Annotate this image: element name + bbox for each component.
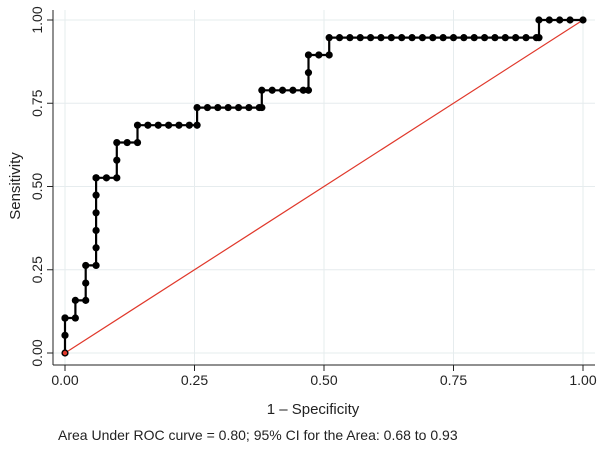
roc-point — [133, 138, 142, 147]
roc-point — [92, 191, 100, 199]
x-tick-label-1: 0.25 — [181, 372, 208, 388]
roc-point — [325, 51, 333, 59]
roc-point — [325, 34, 333, 42]
roc-point — [71, 296, 79, 304]
reference-diagonal — [64, 19, 584, 354]
grid-lines — [53, 10, 595, 365]
roc-point — [185, 121, 193, 129]
roc-point — [193, 121, 201, 129]
roc-point — [71, 314, 79, 322]
roc-point — [258, 86, 266, 94]
roc-point — [304, 51, 313, 59]
origin-marker — [62, 350, 68, 356]
roc-point — [315, 51, 323, 59]
roc-point — [566, 16, 574, 24]
roc-point — [268, 86, 276, 94]
roc-point — [165, 121, 173, 129]
roc-point — [175, 121, 183, 129]
roc-point — [133, 121, 142, 129]
roc-point — [224, 103, 232, 112]
x-tick-label-3: 0.75 — [440, 372, 467, 388]
roc-point — [429, 34, 437, 42]
y-tick-label-3: 0.75 — [29, 89, 45, 116]
roc-point — [82, 279, 90, 287]
roc-point — [512, 34, 520, 42]
roc-point — [470, 34, 478, 42]
reference-line — [64, 19, 584, 354]
y-axis-title: Sensitivity — [7, 152, 24, 220]
roc-point — [346, 34, 354, 42]
roc-point — [480, 34, 489, 42]
roc-point — [61, 314, 69, 322]
roc-points — [61, 16, 587, 357]
roc-point — [82, 261, 90, 270]
roc-point — [460, 34, 468, 42]
roc-point — [367, 34, 375, 42]
roc-point — [113, 174, 121, 182]
roc-point — [92, 174, 100, 182]
roc-point — [545, 16, 553, 24]
roc-point — [398, 34, 406, 42]
x-tick-label-0: 0.00 — [51, 372, 78, 388]
roc-point — [491, 34, 499, 42]
y-tick-label-2: 0.50 — [29, 173, 45, 200]
roc-point — [245, 103, 253, 112]
x-tick-label-4: 1.00 — [569, 372, 596, 388]
roc-point — [61, 331, 69, 339]
roc-point — [522, 34, 530, 42]
roc-point — [193, 103, 201, 112]
roc-point — [92, 226, 100, 235]
roc-point — [356, 34, 364, 42]
roc-point — [82, 296, 90, 304]
roc-point — [335, 34, 344, 42]
roc-point — [377, 34, 385, 42]
tick-labels: 0.00 0.25 0.50 0.75 1.00 0.00 0.25 0.50 0.75 1.00 — [29, 6, 597, 388]
roc-point — [144, 121, 152, 129]
roc-point — [535, 34, 543, 42]
roc-point — [123, 138, 131, 147]
roc-point — [556, 16, 564, 24]
roc-point — [449, 34, 458, 42]
roc-point — [154, 121, 162, 129]
y-tick-label-1: 0.25 — [29, 256, 45, 283]
roc-point — [289, 86, 297, 94]
roc-point — [299, 86, 307, 94]
roc-point — [501, 34, 509, 42]
roc-point — [579, 16, 587, 24]
roc-point — [387, 34, 395, 42]
roc-point — [92, 244, 100, 252]
x-axis-title: 1 – Specificity — [267, 401, 360, 418]
roc-point — [92, 261, 100, 270]
roc-point — [439, 34, 447, 42]
x-tick-label-2: 0.50 — [310, 372, 337, 388]
roc-point — [234, 103, 243, 112]
roc-point — [304, 69, 313, 77]
roc-point — [214, 103, 222, 112]
roc-point — [304, 86, 313, 94]
roc-point — [113, 156, 121, 164]
roc-point — [102, 174, 111, 182]
axes — [47, 10, 595, 371]
y-tick-label-4: 1.00 — [29, 6, 45, 33]
roc-point — [92, 209, 100, 217]
roc-point — [258, 103, 266, 112]
roc-point — [418, 34, 427, 42]
y-tick-label-0: 0.00 — [29, 339, 45, 366]
roc-point — [535, 16, 543, 24]
roc-point — [278, 86, 287, 94]
roc-point — [113, 138, 121, 147]
auc-caption: Area Under ROC curve = 0.80; 95% CI for … — [58, 427, 458, 443]
roc-point — [203, 103, 212, 112]
roc-point — [408, 34, 416, 42]
